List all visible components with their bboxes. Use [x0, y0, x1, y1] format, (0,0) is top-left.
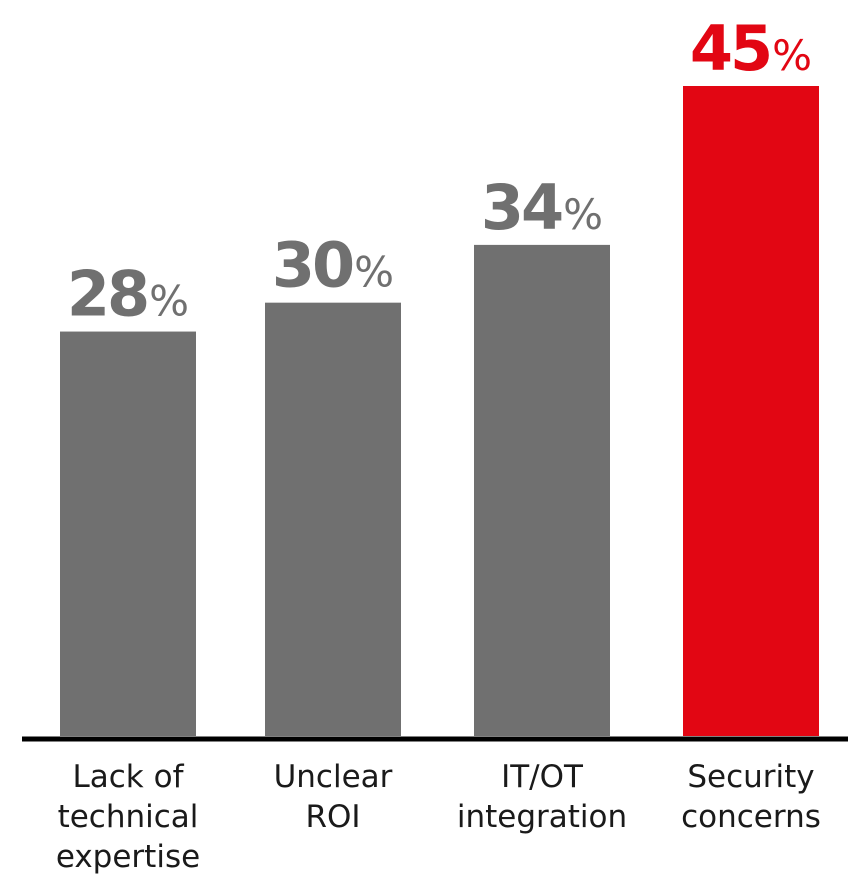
bar-value-percent: %	[149, 277, 189, 326]
category-label-line: ROI	[305, 799, 360, 835]
category-label: Security concerns	[681, 759, 821, 835]
bar-value-percent: %	[563, 190, 603, 239]
bar-value-number: 30	[272, 229, 353, 302]
bar	[683, 86, 819, 736]
category-label: Unclear ROI	[274, 759, 393, 835]
bar-value-number: 45	[690, 12, 770, 85]
category-label-line: IT/OT	[501, 759, 584, 795]
category-label: IT/OT integration	[457, 759, 627, 835]
bar-value-label: 30%	[272, 229, 394, 302]
bars-group	[60, 86, 819, 736]
bar-value-label: 28%	[67, 258, 189, 331]
bar-value-number: 34	[481, 171, 562, 244]
bar	[60, 331, 196, 736]
category-label-line: technical	[58, 799, 199, 835]
category-label-line: concerns	[681, 799, 821, 835]
bar-value-percent: %	[772, 31, 812, 80]
bar-value-label: 45%	[690, 12, 812, 85]
bar-value-number: 28	[67, 258, 147, 331]
category-label-line: expertise	[56, 839, 200, 875]
bar-value-label: 34%	[481, 171, 603, 244]
category-label: Lack of technical expertise	[56, 759, 200, 875]
category-label-line: integration	[457, 799, 627, 835]
category-labels-group: Lack of technical expertise Unclear ROI IT/OT…	[56, 759, 821, 875]
value-labels-group: 28% 30%34%45%	[67, 12, 812, 331]
bar	[474, 244, 610, 736]
category-label-line: Security	[687, 759, 814, 795]
category-label-line: Unclear	[274, 759, 393, 795]
category-label-line: Lack of	[73, 759, 185, 795]
bar-value-percent: %	[354, 248, 394, 297]
bar	[265, 302, 401, 736]
